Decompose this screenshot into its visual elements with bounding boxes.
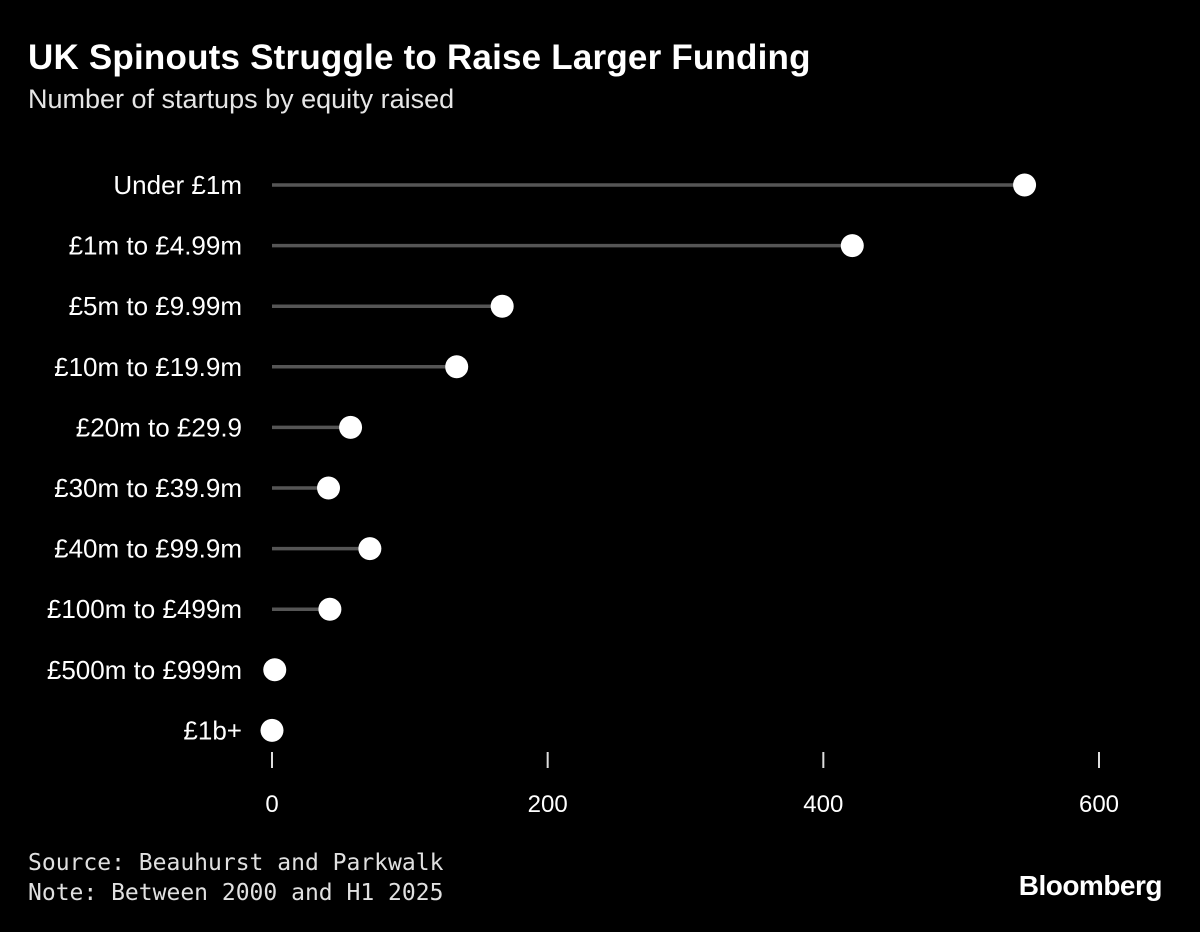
lollipop-dot — [317, 476, 341, 500]
category-label: £100m to £499m — [47, 594, 242, 624]
lollipop-dot — [263, 658, 287, 682]
category-label: £5m to £9.99m — [69, 291, 242, 321]
category-label: Under £1m — [113, 170, 242, 200]
lollipop-dot — [339, 415, 363, 439]
x-tick-label: 600 — [1079, 791, 1119, 818]
category-label: £500m to £999m — [47, 655, 242, 685]
category-label: £10m to £19.9m — [54, 352, 242, 382]
category-label: £1b+ — [183, 715, 242, 745]
bloomberg-logo: Bloomberg — [1018, 870, 1163, 901]
lollipop-dot — [1013, 173, 1037, 197]
category-label: £30m to £39.9m — [54, 473, 242, 503]
lollipop-dot — [445, 355, 469, 379]
lollipop-dot — [358, 537, 382, 561]
source-note: Source: Beauhurst and Parkwalk — [28, 850, 444, 876]
lollipop-dot — [318, 597, 342, 621]
chart-footer: Source: Beauhurst and Parkwalk Note: Bet… — [28, 848, 443, 908]
x-tick-label: 400 — [803, 791, 843, 818]
lollipop-dot — [260, 718, 284, 742]
chart-subtitle: Number of startups by equity raised — [28, 84, 455, 114]
chart-title: UK Spinouts Struggle to Raise Larger Fun… — [28, 38, 811, 77]
x-tick-label: 0 — [265, 791, 278, 818]
lollipop-dot — [840, 234, 864, 258]
footnote: Note: Between 2000 and H1 2025 — [28, 880, 444, 906]
category-label: £40m to £99.9m — [54, 534, 242, 564]
category-label: £1m to £4.99m — [69, 231, 242, 261]
x-tick-label: 200 — [528, 791, 568, 818]
lollipop-dot — [490, 294, 514, 318]
category-label: £20m to £29.9 — [76, 412, 242, 442]
